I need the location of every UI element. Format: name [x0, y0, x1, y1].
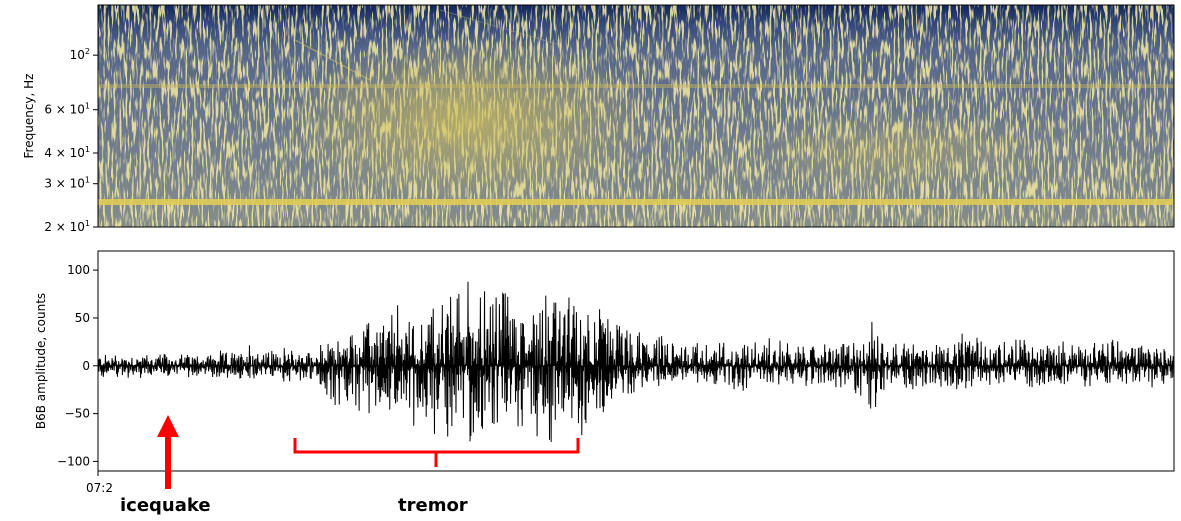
tonal-line-26hz [98, 199, 1174, 205]
tick-mantissa: 10 [70, 48, 85, 62]
spectrogram-y-tick-label: 4 × 101 [44, 145, 90, 160]
waveform-x-tick-label: 07:2 [86, 481, 113, 495]
waveform-y-tick-label: 0 [82, 359, 90, 373]
tick-mantissa: 2 × 10 [44, 220, 85, 234]
tonal-line-81hz [98, 84, 1174, 88]
tick-mantissa: 4 × 10 [44, 146, 85, 160]
waveform-trace [98, 281, 1174, 442]
waveform-panel: 100 50 0 −50 −100 B6B amplitude, counts 07:2 [34, 250, 1175, 495]
tick-mantissa: 3 × 10 [44, 177, 85, 191]
tremor-annotation: tremor [293, 438, 580, 516]
spectrogram-image [98, 5, 1174, 227]
waveform-y-tick-label: −50 [65, 407, 90, 421]
tick-exponent: 1 [85, 176, 90, 185]
tremor-bracket [293, 438, 580, 467]
icequake-arrow-shaft [165, 433, 171, 489]
tick-exponent: 1 [85, 219, 90, 228]
icequake-arrow-head [157, 415, 179, 437]
spectrogram-y-axis-label: Frequency, Hz [22, 74, 36, 159]
waveform-y-tick-label: −100 [57, 454, 90, 468]
spectrogram-y-tick-label: 6 × 101 [44, 102, 90, 117]
waveform-y-tick-label: 100 [67, 263, 90, 277]
tremor-label: tremor [398, 495, 468, 516]
tick-exponent: 2 [85, 47, 90, 56]
spectrogram-y-tick-label: 102 [70, 47, 90, 62]
waveform-y-tick-label: 50 [75, 311, 90, 325]
tick-exponent: 1 [85, 102, 90, 111]
waveform-y-axis-label: B6B amplitude, counts [34, 293, 48, 429]
waveform-y-ticks: 100 50 0 −50 −100 [57, 263, 98, 468]
spectrogram-y-tick-label: 2 × 101 [44, 219, 90, 234]
icequake-label: icequake [120, 495, 211, 516]
tick-exponent: 1 [85, 145, 90, 154]
icequake-annotation: icequake [120, 415, 211, 516]
spectrogram-y-tick-label: 3 × 101 [44, 176, 90, 191]
tick-mantissa: 6 × 10 [44, 103, 85, 117]
